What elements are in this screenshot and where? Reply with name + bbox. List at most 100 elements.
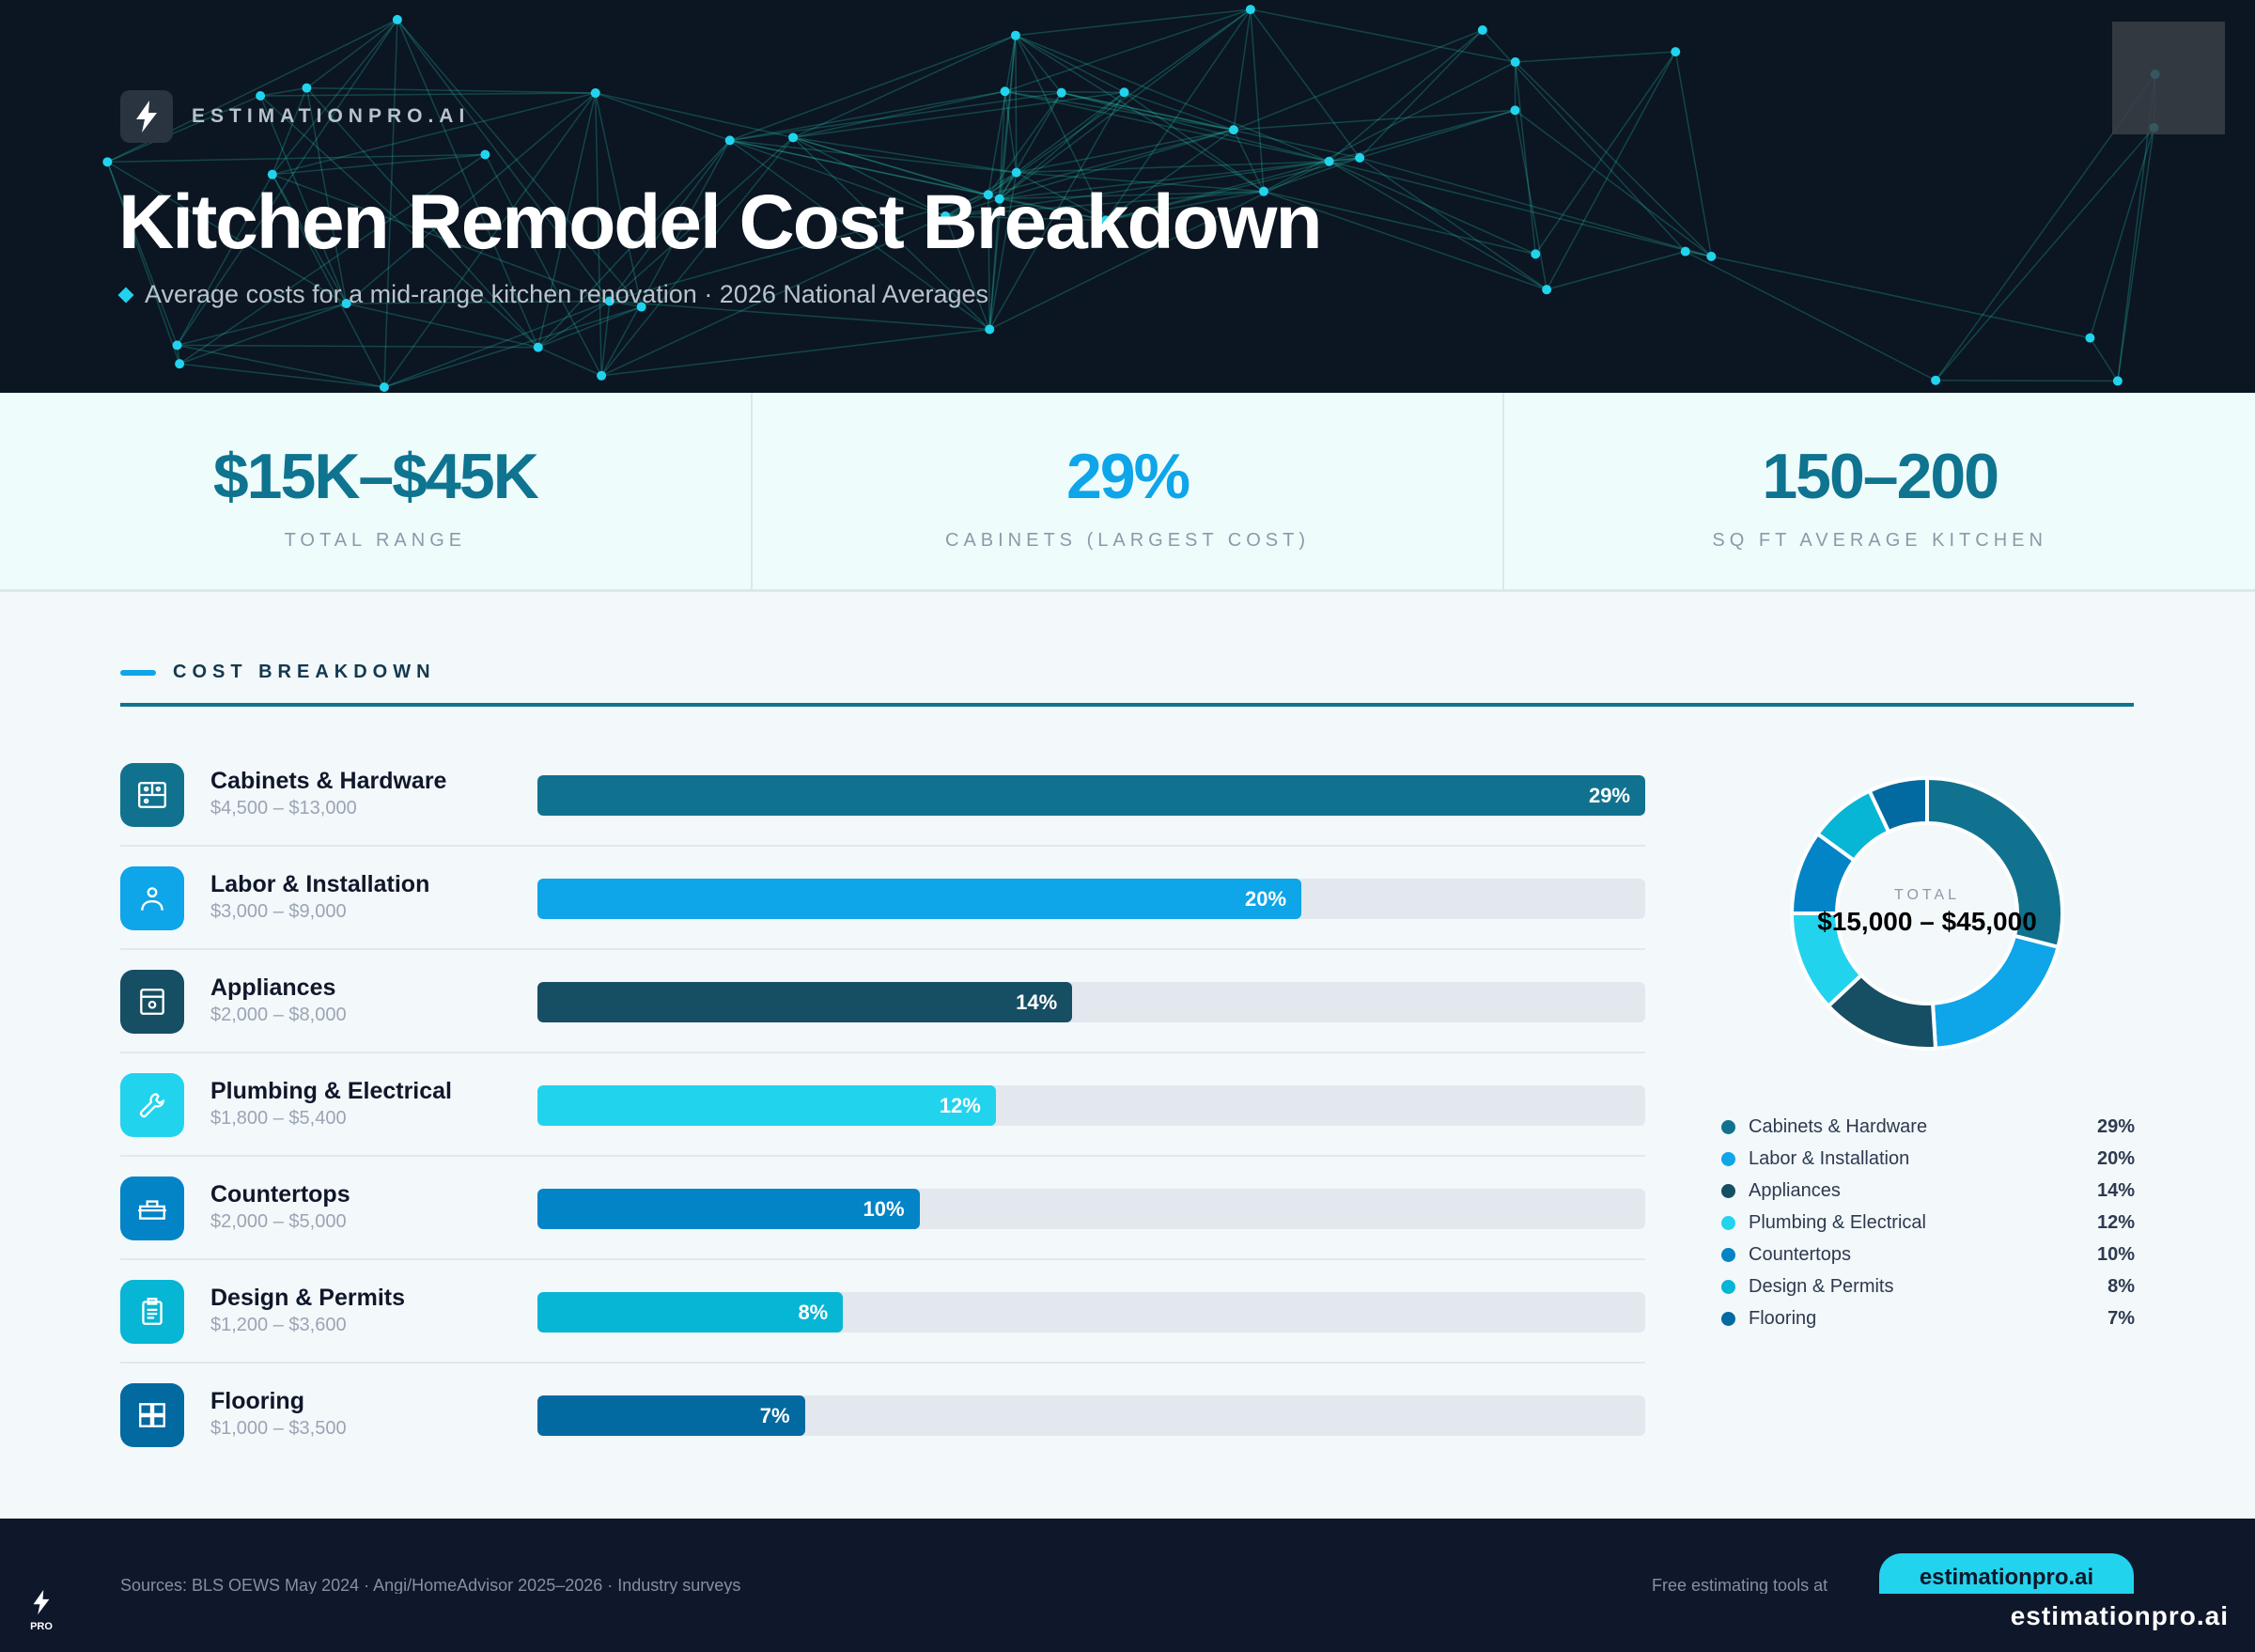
legend-item: Countertops 10%	[1721, 1239, 2135, 1270]
network-node	[1245, 5, 1255, 15]
sources-text: Sources: BLS OEWS May 2024 · Angi/HomeAd…	[120, 1576, 741, 1594]
row-name: Countertops	[210, 1181, 350, 1208]
network-node	[102, 157, 113, 167]
bar-track: 7%	[537, 1395, 1645, 1436]
network-node	[788, 132, 799, 143]
bar-label: 12%	[939, 1093, 981, 1117]
network-node	[379, 382, 389, 392]
network-node	[994, 194, 1004, 204]
legend-item: Design & Permits 8%	[1721, 1270, 2135, 1302]
network-node	[2085, 333, 2095, 343]
network-node	[1100, 215, 1111, 226]
row-range: $1,200 – $3,600	[210, 1315, 347, 1335]
stat-total-range: $15K–$45K TOTAL RANGE	[0, 393, 753, 589]
network-node	[983, 190, 993, 200]
section-header: COST BREAKDOWN	[120, 662, 436, 683]
network-node	[1671, 47, 1681, 57]
subtitle-text: Average costs for a mid-range kitchen re…	[145, 280, 989, 308]
legend-dot	[1721, 1279, 1735, 1294]
cabinet-icon	[120, 763, 184, 827]
bar-track: 20%	[537, 879, 1645, 919]
row-range: $3,000 – $9,000	[210, 901, 347, 922]
stat-value: 150–200	[1762, 441, 1999, 512]
legend-item: Cabinets & Hardware 29%	[1721, 1111, 2135, 1143]
row-range: $1,800 – $5,400	[210, 1108, 347, 1129]
network-background	[102, 5, 2160, 392]
donut-total-value: $15,000 – $45,000	[1817, 907, 2037, 936]
bar-label: 29%	[1588, 783, 1630, 807]
divider	[120, 703, 2134, 707]
toolbox-icon	[120, 1177, 184, 1240]
bar-fill: 29%	[537, 775, 1645, 816]
donut-chart	[1789, 775, 2064, 1051]
legend-name: Appliances	[1749, 1179, 1841, 1201]
brand-name: ESTIMATIONPRO.AI	[192, 105, 471, 127]
donut-total-label: TOTAL	[1893, 887, 1961, 903]
legend-name: Plumbing & Electrical	[1749, 1211, 1926, 1233]
legend-dot	[1721, 1311, 1735, 1326]
network-node	[302, 83, 312, 93]
bar-fill: 12%	[537, 1085, 996, 1126]
bar-fill: 8%	[537, 1292, 844, 1333]
subtitle: Average costs for a mid-range kitchen re…	[117, 280, 989, 309]
cost-row: Cabinets & Hardware $4,500 – $13,000 29%	[120, 743, 1645, 847]
diamond-icon	[117, 287, 134, 303]
bar-track: 29%	[537, 775, 1645, 816]
cost-row: Plumbing & Electrical $1,800 – $5,400 12…	[120, 1053, 1645, 1157]
network-node	[1056, 87, 1066, 98]
logo	[120, 90, 173, 143]
donut-slice	[1925, 775, 2064, 950]
clipboard-icon	[120, 1280, 184, 1344]
network-node	[941, 211, 951, 222]
site-link[interactable]: estimationpro.ai	[2010, 1601, 2229, 1630]
network-node	[1010, 30, 1020, 40]
row-name: Flooring	[210, 1388, 304, 1414]
cost-row: Flooring $1,000 – $3,500 7%	[120, 1364, 1645, 1467]
stat-label: CABINETS (LARGEST COST)	[945, 530, 1311, 551]
section-title: COST BREAKDOWN	[173, 662, 436, 682]
network-node	[985, 324, 995, 335]
legend-item: Flooring 7%	[1721, 1302, 2135, 1334]
free-tools-text: Free estimating tools at	[1652, 1576, 1828, 1594]
legend-name: Flooring	[1749, 1307, 1817, 1329]
footer-logo: PRO	[26, 1586, 56, 1632]
network-node	[1258, 186, 1268, 196]
legend-dot	[1721, 1215, 1735, 1230]
network-node	[1011, 167, 1021, 178]
footer-logo-text: PRO	[30, 1621, 53, 1632]
site-button[interactable]: estimationpro.ai	[1879, 1553, 2134, 1594]
legend-pct: 7%	[2107, 1307, 2135, 1329]
network-node	[533, 342, 543, 352]
row-range: $2,000 – $5,000	[210, 1211, 347, 1232]
row-name: Plumbing & Electrical	[210, 1078, 453, 1104]
legend-dot	[1721, 1247, 1735, 1262]
network-node	[597, 370, 607, 381]
bar-track: 14%	[537, 982, 1645, 1022]
bar-label: 7%	[759, 1403, 790, 1427]
bar-fill: 14%	[537, 982, 1073, 1022]
network-node	[392, 14, 402, 24]
network-node	[1542, 285, 1552, 295]
network-node	[172, 340, 182, 351]
network-node	[604, 296, 614, 306]
row-range: $4,500 – $13,000	[210, 798, 357, 818]
legend-pct: 20%	[2096, 1147, 2135, 1169]
section-dash	[120, 669, 156, 676]
network-node	[1706, 251, 1717, 261]
wrench-icon	[120, 1073, 184, 1137]
row-name: Design & Permits	[210, 1285, 406, 1311]
legend-pct: 8%	[2107, 1275, 2135, 1297]
network-node	[1477, 25, 1487, 36]
stat-cabinets: 29% CABINETS (LARGEST COST)	[753, 393, 1505, 589]
oven-icon	[120, 970, 184, 1034]
lightning-bolt-icon	[136, 101, 157, 132]
row-range: $2,000 – $8,000	[210, 1005, 347, 1025]
network-node	[256, 90, 266, 101]
legend-dot	[1721, 1119, 1735, 1134]
stat-value: 29%	[1065, 441, 1190, 512]
network-node	[2112, 376, 2123, 386]
legend-pct: 29%	[2096, 1115, 2135, 1137]
row-name: Cabinets & Hardware	[210, 768, 447, 794]
network-node	[1000, 86, 1010, 97]
worker-icon	[120, 866, 184, 930]
